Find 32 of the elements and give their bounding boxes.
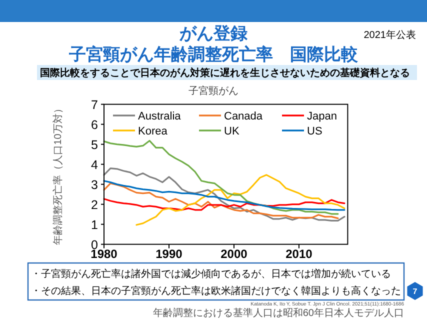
text: ・その結果、日本の子宮頸がん死亡率は欧米諸国だけでなく韓国よりも高くなった	[31, 285, 401, 297]
text: 2021年公表	[364, 29, 416, 41]
text: 7	[412, 287, 418, 296]
legend-label: US	[307, 126, 322, 138]
y-tick-label: 2	[91, 198, 98, 212]
line-series	[136, 174, 346, 226]
line-series	[103, 182, 339, 220]
x-tick-label: 2010	[286, 247, 313, 261]
y-tick-label: 6	[91, 118, 98, 132]
chart-subtitle: 子宮頸がん年齢調整死亡率 国際比較	[68, 45, 359, 64]
y-axis-title: 年齢調整死亡率（人口10万対）	[52, 104, 64, 245]
chart-title: がん登録	[178, 24, 248, 43]
line-series	[103, 140, 339, 215]
text: ・子宮頸がん死亡率は諸外国では減少傾向であるが、日本では増加が続いている	[31, 268, 391, 280]
y-tick-label: 3	[91, 178, 98, 192]
x-tick-label: 1990	[156, 247, 183, 261]
legend-label: Australia	[138, 110, 182, 122]
text: 子宮頸がん	[188, 85, 238, 97]
x-tick-label: 2000	[220, 247, 248, 261]
y-tick-label: 7	[91, 98, 98, 112]
line-series	[103, 168, 346, 222]
legend-label: Japan	[307, 110, 337, 122]
line-series	[103, 198, 346, 211]
y-tick-label: 4	[91, 158, 98, 172]
text: 年齢調整における基準人口は昭和60年日本人モデル人口	[152, 307, 404, 319]
legend-label: Korea	[138, 126, 168, 138]
legend-label: Canada	[224, 110, 264, 122]
y-tick-label: 1	[91, 218, 98, 232]
line-series	[103, 180, 346, 211]
y-tick-label: 5	[91, 138, 98, 152]
legend-label: UK	[224, 126, 240, 138]
text: 国際比較をすることで日本のがん対策に遅れを生じさせないための基礎資料となる	[40, 67, 410, 79]
